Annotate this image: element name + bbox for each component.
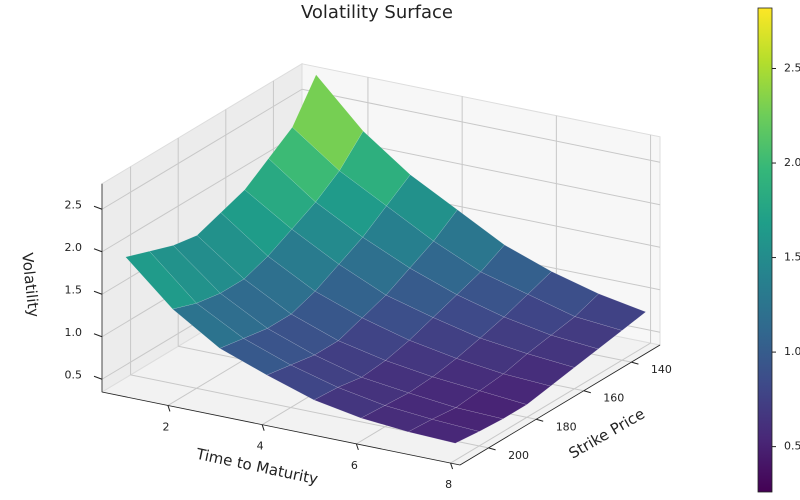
z-tick-label: 0.5 (65, 368, 83, 381)
x-tick (167, 405, 171, 412)
z-tick (93, 375, 103, 380)
z-axis-label: Volatility (18, 252, 43, 318)
y-tick (631, 361, 639, 365)
z-tick-label: 1.0 (65, 326, 83, 339)
grid-line (450, 342, 651, 464)
colorbar-tick-label: 1.0 (784, 345, 800, 358)
colorbar-tick-label: 0.5 (784, 440, 800, 453)
x-tick (261, 424, 265, 431)
z-tick-label: 2.0 (65, 241, 83, 254)
x-tick (450, 462, 454, 470)
axis-line (459, 344, 661, 466)
z-tick (93, 333, 103, 338)
y-tick-label: 160 (603, 392, 624, 405)
y-tick (536, 418, 544, 422)
y-tick (488, 447, 496, 451)
grid-line (101, 131, 303, 253)
x-tick-label: 6 (351, 459, 358, 472)
z-tick (93, 205, 103, 210)
z-tick (93, 290, 103, 295)
y-tick-label: 200 (508, 449, 529, 462)
z-tick-label: 2.5 (65, 198, 83, 211)
x-tick-label: 2 (162, 420, 169, 433)
surface-face (407, 419, 480, 444)
colorbar-tick-label: 1.5 (784, 251, 800, 264)
y-tick (583, 390, 591, 394)
y-axis-label: Strike Price (566, 405, 648, 463)
colorbar (757, 7, 773, 493)
grid-line (101, 88, 303, 210)
x-tick-label: 8 (445, 478, 452, 491)
z-tick-label: 1.5 (65, 283, 83, 296)
y-tick-label: 140 (651, 363, 672, 376)
chart-title: Volatility Surface (301, 2, 453, 23)
z-tick (93, 248, 103, 253)
colorbar-tick-label: 2.0 (784, 156, 800, 169)
y-tick-label: 180 (556, 420, 577, 433)
x-tick (355, 443, 359, 451)
axis-line (101, 391, 461, 466)
grid-line (301, 88, 661, 163)
x-tick-label: 4 (257, 440, 264, 453)
colorbar-tick-label: 2.5 (784, 62, 800, 75)
